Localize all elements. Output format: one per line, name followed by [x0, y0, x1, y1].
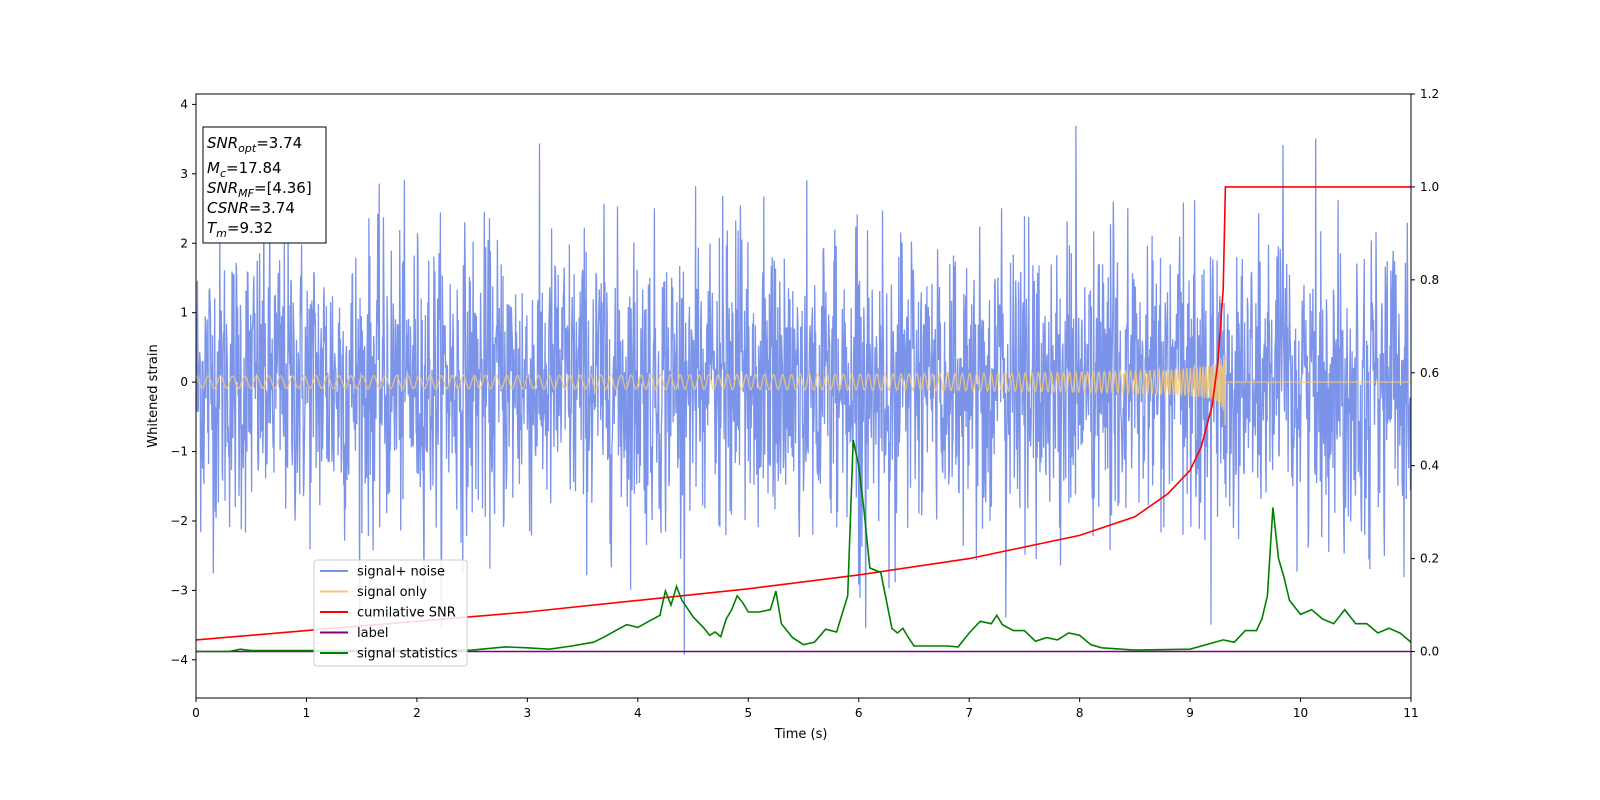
y-tick-label: −1 [170, 445, 188, 459]
series-line-signal-only [196, 352, 1411, 425]
annotation-line: SNRMF=[4.36] [207, 179, 312, 200]
y-tick-label: 2 [180, 236, 188, 250]
legend-label: signal+ noise [357, 565, 445, 580]
legend: signal+ noise signal only cumilative SNR la… [313, 559, 468, 667]
x-tick-label: 6 [855, 706, 863, 720]
annotation-box: SNRopt=3.74 Mc=17.84SNRMF=[4.36]CSNR=3.74… [202, 126, 327, 244]
x-tick-label: 5 [744, 706, 752, 720]
annotation-line: Tm=9.32 [207, 219, 273, 240]
x-tick-label: 10 [1293, 706, 1308, 720]
x-tick-label: 9 [1186, 706, 1194, 720]
y-right-tick-label: 0.6 [1420, 366, 1439, 380]
x-tick-label: 0 [192, 706, 200, 720]
y-tick-label: −2 [170, 514, 188, 528]
y-tick-label: −3 [170, 583, 188, 597]
x-axis: 0 1 2 3 4 5 6 7 8 9 10 11 [192, 698, 1419, 720]
annotation-line: Mc=17.84 [207, 159, 282, 180]
series-line-signal-statistics [196, 439, 1411, 653]
y-right-tick-label: 0.2 [1420, 552, 1439, 566]
y-right-tick-label: 1.2 [1420, 87, 1439, 101]
legend-label: cumilative SNR [357, 606, 456, 621]
y-tick-label: 4 [180, 97, 188, 111]
plot-frame [195, 93, 1412, 699]
legend-label: label [357, 626, 388, 641]
x-tick-label: 11 [1403, 706, 1418, 720]
y-tick-label: 0 [180, 375, 188, 389]
annotation-line: CSNR=3.74 [207, 199, 295, 217]
legend-label: signal only [357, 585, 427, 600]
x-tick-label: 7 [965, 706, 973, 720]
y-axis-left: −4 −3 −2 −1 0 1 2 3 4 [170, 97, 196, 667]
y-axis-label: Whitened strain [146, 344, 161, 447]
series-line-cumilative-snr [196, 186, 1411, 641]
y-right-tick-label: 0.8 [1420, 273, 1439, 287]
y-right-tick-label: 1.0 [1420, 180, 1439, 194]
x-tick-label: 3 [524, 706, 532, 720]
legend-label: signal statistics [357, 647, 458, 662]
series-line-signal-noise [196, 125, 1411, 655]
y-right-tick-label: 0.0 [1420, 645, 1439, 659]
y-tick-label: 1 [180, 306, 188, 320]
y-tick-label: −4 [170, 653, 188, 667]
x-tick-label: 2 [413, 706, 421, 720]
y-axis-right: 0.0 0.2 0.4 0.6 0.8 1.0 1.2 [1411, 87, 1439, 659]
x-tick-label: 4 [634, 706, 642, 720]
x-tick-label: 8 [1076, 706, 1084, 720]
y-tick-label: 3 [180, 167, 188, 181]
x-tick-label: 1 [303, 706, 311, 720]
y-right-tick-label: 0.4 [1420, 459, 1439, 473]
x-axis-label: Time (s) [774, 727, 828, 742]
annotation-line: SNRopt=3.74 [207, 134, 302, 155]
